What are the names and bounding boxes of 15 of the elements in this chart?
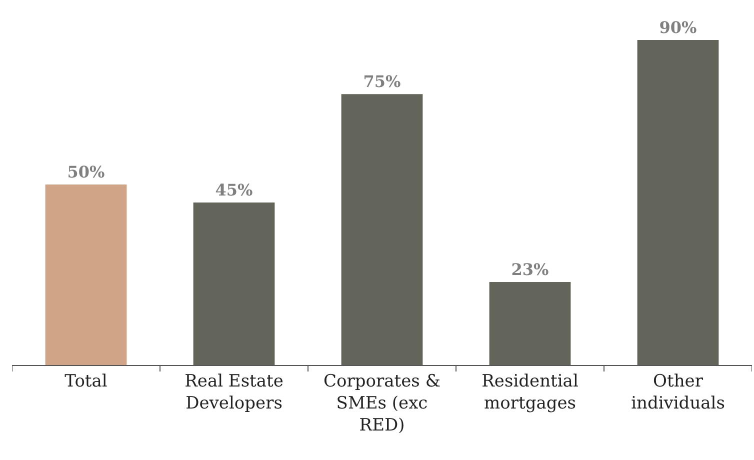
data-label: 45% <box>215 180 253 200</box>
x-tick-label: Total <box>64 371 108 392</box>
bar <box>193 202 275 365</box>
data-label: 75% <box>363 72 401 92</box>
data-label: 90% <box>659 18 697 37</box>
data-label: 50% <box>67 162 105 182</box>
x-tick-label: Real Estate Developers <box>184 371 284 414</box>
data-label: 23% <box>511 260 549 279</box>
x-tick-label: Other individuals <box>631 371 725 414</box>
bar <box>45 184 127 365</box>
bar <box>489 282 571 365</box>
bar <box>341 94 423 365</box>
x-tick-label: Corporates & SMEs (exc RED) <box>324 371 440 436</box>
x-tick-label: Residential mortgages <box>482 371 578 414</box>
bar <box>637 40 719 365</box>
